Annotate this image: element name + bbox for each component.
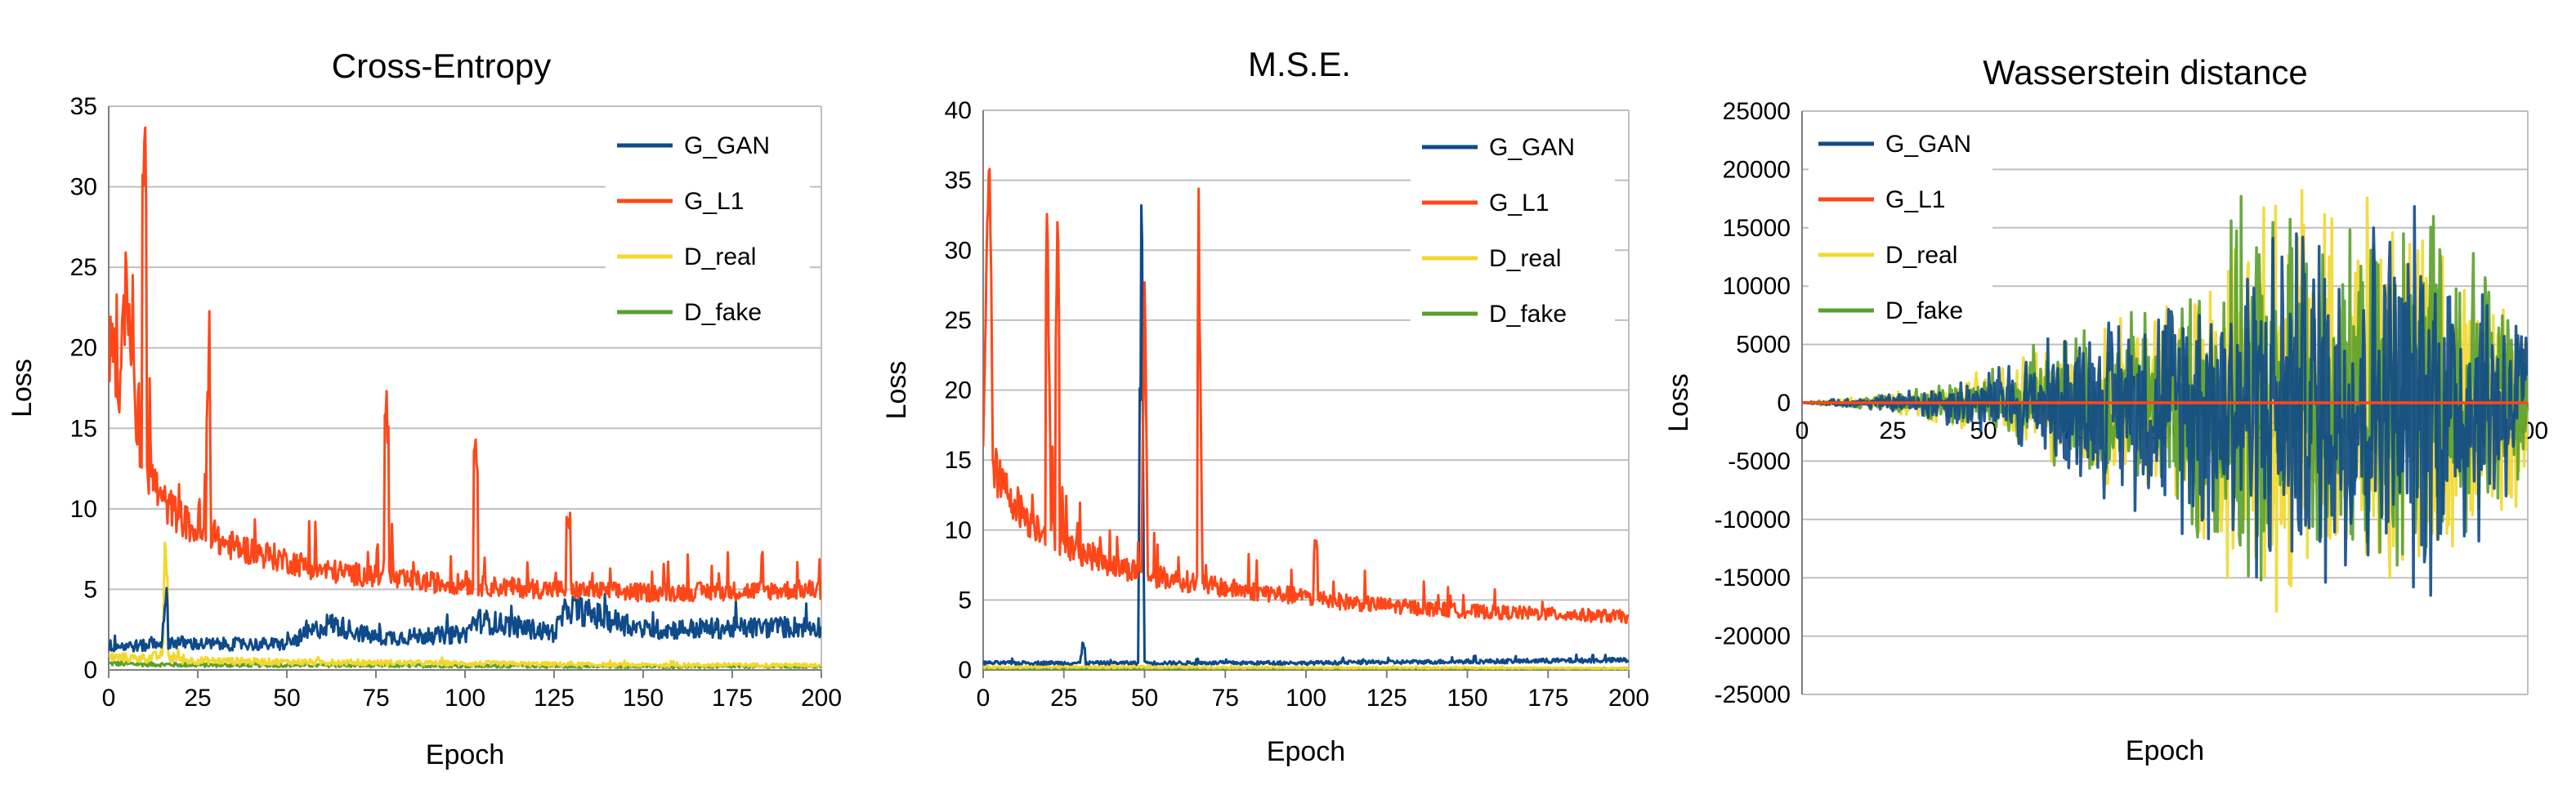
y-tick-label: 35 <box>945 167 972 194</box>
legend-label-d-real: D_real <box>684 243 756 270</box>
x-tick-label: 25 <box>1879 417 1906 444</box>
y-tick-label: 30 <box>945 237 972 264</box>
legend-label-g-l1: G_L1 <box>684 188 744 215</box>
series-line-g-l1 <box>109 126 821 603</box>
x-tick-label: 75 <box>1212 685 1239 712</box>
y-tick-label: 20000 <box>1723 156 1791 183</box>
y-tick-label: 15 <box>70 415 97 442</box>
x-tick-label: 150 <box>623 685 664 712</box>
chart-1: Cross-Entropy 0 5 10 15 20 25 30 35 0 25 50 75 100 125… <box>7 47 842 770</box>
y-tick-label: -15000 <box>1715 565 1791 591</box>
y-tick-label: 25 <box>70 254 97 281</box>
legend: G_GAN G_L1 D_real D_fake <box>606 123 810 338</box>
chart-title: Cross-Entropy <box>332 47 551 85</box>
legend-label-d-fake: D_fake <box>1885 297 1963 324</box>
x-tick-label: 100 <box>445 685 485 712</box>
legend-label-g-l1: G_L1 <box>1489 190 1549 217</box>
legend-label-g-l1: G_L1 <box>1885 186 1945 213</box>
legend-label-g-gan: G_GAN <box>1885 131 1971 158</box>
legend-label-g-gan: G_GAN <box>1489 134 1575 161</box>
y-axis-label: Loss <box>1663 373 1694 432</box>
y-tick-label: -20000 <box>1715 623 1791 650</box>
x-tick-label: 125 <box>1366 685 1407 712</box>
legend-background <box>1411 124 1615 340</box>
y-tick-label: 20 <box>70 335 97 362</box>
legend-label-d-fake: D_fake <box>684 299 762 326</box>
series-line-d-real <box>109 541 821 668</box>
y-tick-label: 35 <box>70 93 97 120</box>
x-tick-label: 175 <box>712 685 753 712</box>
legend-background <box>1809 123 1992 337</box>
x-tick-label: 150 <box>1447 685 1487 712</box>
y-tick-label: 5000 <box>1736 332 1791 359</box>
x-axis-label: Epoch <box>1267 736 1345 767</box>
x-tick-label: 25 <box>184 685 211 712</box>
legend-label-d-real: D_real <box>1885 242 1957 269</box>
series-line-g-gan <box>1802 205 2528 597</box>
y-axis-label: Loss <box>881 361 912 420</box>
y-tick-label: -5000 <box>1728 448 1791 475</box>
x-tick-label: 0 <box>1796 417 1809 444</box>
x-tick-label: 200 <box>1608 685 1649 712</box>
chart-2: M.S.E. 0 5 10 15 20 25 30 35 40 0 25 50 75 100 125 150 17… <box>881 45 1649 767</box>
chart-3: Wasserstein distance 25000 20000 15000 10000… <box>1663 53 2548 766</box>
legend: G_GAN G_L1 D_real D_fake <box>1411 124 1615 340</box>
y-tick-label: -10000 <box>1715 507 1791 533</box>
legend-label-d-real: D_real <box>1489 245 1561 272</box>
y-tick-label: 40 <box>945 97 972 124</box>
x-axis-label: Epoch <box>426 739 504 770</box>
legend-label-g-gan: G_GAN <box>684 132 770 159</box>
y-tick-label: 5 <box>83 576 97 603</box>
x-axis-label: Epoch <box>2126 735 2204 766</box>
series-line-d-real <box>983 663 1629 671</box>
y-tick-label: 20 <box>945 377 972 404</box>
series-line-g-gan <box>983 203 1629 667</box>
x-tick-label: 175 <box>1527 685 1568 712</box>
y-tick-label: 5 <box>958 587 972 614</box>
chart-title: Wasserstein distance <box>1983 53 2308 92</box>
x-tick-label: 100 <box>1286 685 1326 712</box>
y-tick-label: 10000 <box>1723 273 1791 300</box>
x-tick-label: 50 <box>273 685 300 712</box>
y-tick-label: 25000 <box>1723 98 1791 125</box>
y-tick-label: 0 <box>1777 390 1791 417</box>
y-tick-label: 25 <box>945 307 972 334</box>
y-tick-label: 10 <box>945 517 972 544</box>
y-tick-label: 15000 <box>1723 215 1791 242</box>
y-tick-label: 0 <box>958 657 972 684</box>
chart-title: M.S.E. <box>1248 45 1351 83</box>
y-tick-label: -25000 <box>1715 681 1791 708</box>
y-axis-label: Loss <box>7 359 38 417</box>
x-tick-label: 200 <box>801 685 842 712</box>
x-tick-label: 75 <box>362 685 389 712</box>
legend: G_GAN G_L1 D_real D_fake <box>1809 123 1992 337</box>
x-tick-label: 125 <box>534 685 575 712</box>
y-tick-label: 10 <box>70 496 97 523</box>
y-tick-label: 0 <box>83 657 97 684</box>
legend-label-d-fake: D_fake <box>1489 301 1567 328</box>
x-tick-label: 0 <box>102 685 116 712</box>
x-tick-label: 50 <box>1131 685 1158 712</box>
x-tick-label: 0 <box>977 685 991 712</box>
y-tick-label: 15 <box>945 447 972 474</box>
legend-background <box>606 123 810 338</box>
series-line-g-l1 <box>983 167 1629 624</box>
x-tick-label: 25 <box>1050 685 1077 712</box>
y-tick-label: 30 <box>70 174 97 201</box>
series-line-g-gan <box>109 587 821 653</box>
